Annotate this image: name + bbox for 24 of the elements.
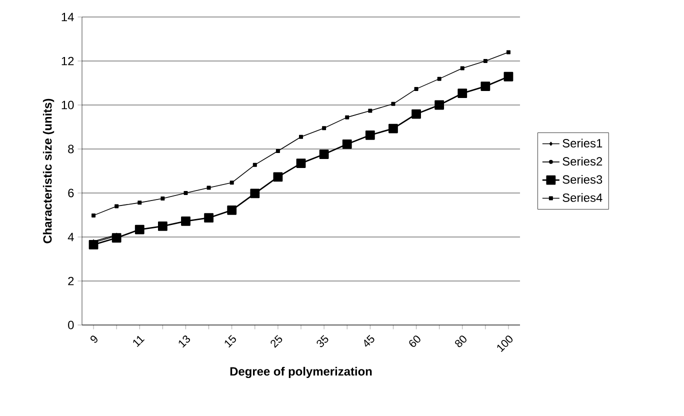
legend-label: Series1 [562, 138, 602, 148]
x-tick-label: 15 [224, 334, 236, 348]
legend-label: Series2 [562, 156, 602, 166]
x-axis-title: Degree of polymerization [230, 366, 372, 378]
y-tick-label: 8 [68, 144, 74, 154]
x-tick-label: 45 [364, 334, 374, 347]
y-tick-label: 0 [68, 320, 74, 330]
x-tick-label: 25 [270, 334, 282, 348]
y-tick-label: 14 [62, 12, 74, 22]
y-tick-label: 10 [62, 100, 74, 110]
x-tick-label: 13 [178, 336, 190, 348]
legend-label: Series4 [562, 193, 602, 202]
y-tick-label: 2 [68, 276, 74, 286]
legend-label: Series3 [562, 175, 602, 184]
x-tick-label: 100 [497, 336, 513, 352]
y-axis-title: Characteristic size (units) [42, 98, 54, 244]
y-tick-label: 12 [62, 56, 74, 66]
x-tick-label: 9 [90, 336, 98, 343]
x-tick-label: 80 [455, 336, 466, 348]
y-tick-label: 4 [68, 232, 74, 242]
y-tick-label: 6 [68, 188, 74, 198]
x-tick-label: 35 [316, 334, 328, 348]
x-tick-label: 60 [409, 336, 420, 347]
x-tick-label: 11 [133, 336, 145, 348]
